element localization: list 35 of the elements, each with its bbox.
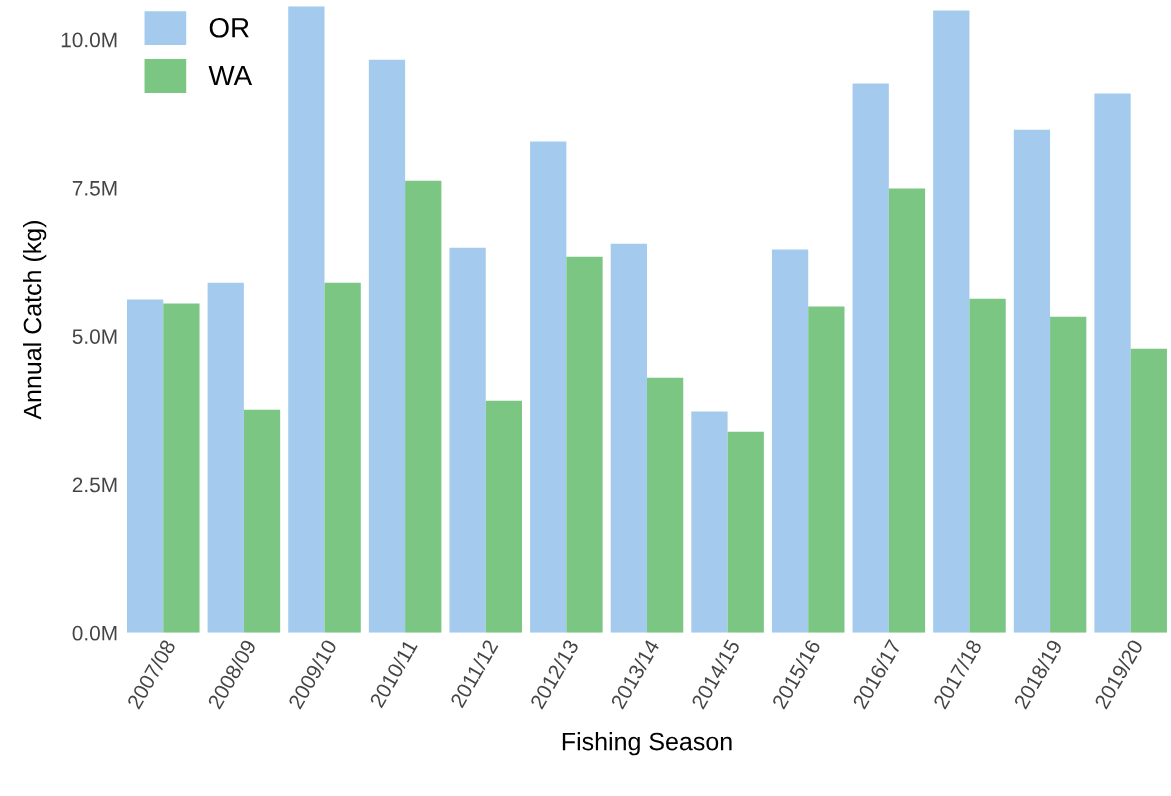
bar bbox=[1094, 93, 1131, 633]
bar bbox=[969, 298, 1006, 633]
bar bbox=[449, 247, 486, 633]
bar bbox=[771, 249, 809, 633]
bar bbox=[1130, 348, 1167, 633]
bar bbox=[933, 10, 970, 633]
y-tick-label: 7.5M bbox=[72, 181, 117, 196]
y-tick-label: 10.0M bbox=[61, 32, 117, 48]
y-axis-title: Annual Catch (kg) bbox=[23, 221, 47, 420]
bar bbox=[610, 243, 647, 633]
bar bbox=[1050, 316, 1087, 633]
bar bbox=[163, 303, 200, 633]
legend-label: OR bbox=[209, 17, 249, 38]
legend-label: WA bbox=[208, 65, 253, 86]
bar bbox=[1013, 129, 1051, 633]
y-tick-label: 5.0M bbox=[72, 329, 117, 344]
bar bbox=[405, 180, 442, 633]
bar bbox=[852, 83, 889, 633]
bar bbox=[727, 431, 764, 633]
bar bbox=[324, 282, 361, 633]
bar bbox=[126, 299, 164, 633]
x-axis-title: Fishing Season bbox=[562, 732, 732, 756]
bar bbox=[808, 306, 845, 633]
y-tick-label: 0.0M bbox=[72, 625, 117, 641]
y-tick-label: 2.5M bbox=[72, 477, 117, 493]
bar bbox=[243, 409, 281, 633]
bar bbox=[530, 141, 567, 633]
bar bbox=[888, 188, 926, 633]
bar bbox=[566, 256, 603, 633]
bar bbox=[288, 6, 325, 633]
bar bbox=[368, 59, 406, 633]
bar bbox=[691, 411, 728, 633]
bar bbox=[207, 282, 244, 633]
bar bbox=[485, 400, 523, 633]
bar bbox=[646, 377, 684, 633]
